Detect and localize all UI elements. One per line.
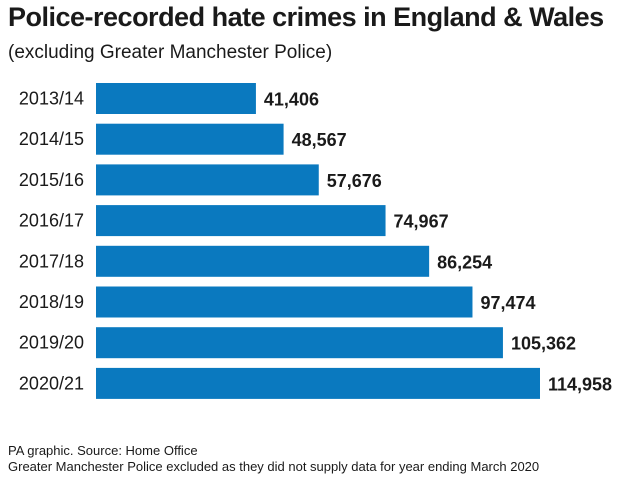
value-label: 114,958 — [548, 374, 612, 394]
value-label: 97,474 — [480, 293, 535, 313]
value-label: 48,567 — [292, 130, 347, 150]
category-label: 2019/20 — [19, 333, 84, 353]
category-label: 2018/19 — [19, 292, 84, 312]
source-credit: PA graphic. Source: Home Office — [8, 443, 198, 458]
bar-chart: 2013/14 41,406 2014/15 48,567 2015/16 57,676 2… — [19, 83, 612, 399]
category-label: 2015/16 — [19, 170, 84, 190]
bar — [96, 164, 319, 196]
category-label: 2016/17 — [19, 211, 84, 231]
bar — [96, 205, 386, 237]
footnote: Greater Manchester Police excluded as th… — [8, 459, 540, 474]
chart-subtitle: (excluding Greater Manchester Police) — [8, 42, 333, 63]
value-label: 57,676 — [327, 171, 382, 191]
bar — [96, 327, 503, 359]
value-label: 74,967 — [394, 212, 449, 232]
value-label: 105,362 — [511, 334, 576, 354]
category-label: 2013/14 — [19, 89, 84, 109]
bar — [96, 245, 430, 277]
category-label: 2020/21 — [19, 373, 84, 393]
bar — [96, 83, 256, 114]
bar — [96, 286, 473, 318]
chart-title: Police-recorded hate crimes in England &… — [8, 2, 604, 32]
value-label: 86,254 — [437, 252, 492, 272]
value-label: 41,406 — [264, 90, 319, 110]
category-label: 2017/18 — [19, 251, 84, 271]
source-note: PA graphic. Source: Home Office Greater … — [8, 443, 539, 475]
category-label: 2014/15 — [19, 129, 84, 149]
bar — [96, 367, 540, 399]
bar — [96, 123, 284, 155]
